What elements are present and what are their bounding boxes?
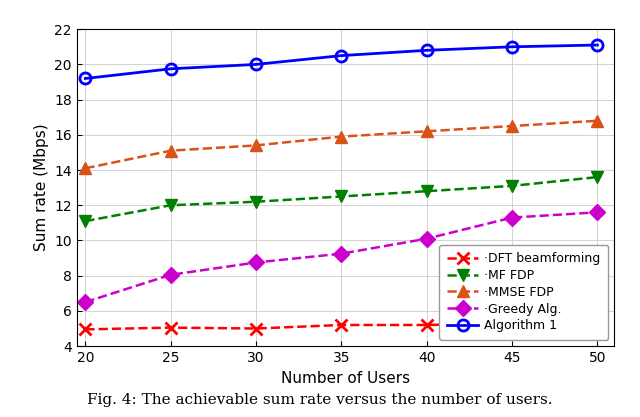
·MF FDP [337, 194, 345, 199]
·MMSE FDP [167, 148, 175, 153]
·MMSE FDP [423, 129, 431, 134]
Algorithm 1 [81, 76, 89, 81]
Algorithm 1 [593, 43, 601, 48]
·Greedy Alg. [508, 215, 516, 220]
Algorithm 1 [167, 66, 175, 71]
·MF FDP [81, 219, 89, 224]
·MF FDP [593, 175, 601, 180]
Legend: ·DFT beamforming, ·MF FDP, ·MMSE FDP, ·Greedy Alg., Algorithm 1: ·DFT beamforming, ·MF FDP, ·MMSE FDP, ·G… [440, 245, 608, 340]
·DFT beamforming [167, 325, 175, 330]
·DFT beamforming [337, 322, 345, 327]
·MF FDP [508, 183, 516, 188]
Line: ·MF FDP: ·MF FDP [79, 171, 604, 227]
·MMSE FDP [337, 134, 345, 139]
Line: Algorithm 1: Algorithm 1 [80, 40, 603, 84]
Algorithm 1 [423, 48, 431, 53]
Algorithm 1 [337, 53, 345, 58]
·MMSE FDP [508, 123, 516, 128]
·MF FDP [252, 199, 260, 204]
X-axis label: Number of Users: Number of Users [281, 371, 410, 386]
·Greedy Alg. [423, 236, 431, 241]
Line: ·Greedy Alg.: ·Greedy Alg. [80, 207, 603, 308]
·DFT beamforming [593, 322, 601, 327]
·Greedy Alg. [81, 299, 89, 304]
·MMSE FDP [81, 166, 89, 171]
Line: ·DFT beamforming: ·DFT beamforming [80, 318, 603, 335]
Y-axis label: Sum rate (Mbps): Sum rate (Mbps) [34, 124, 49, 251]
·Greedy Alg. [593, 210, 601, 215]
·Greedy Alg. [167, 272, 175, 277]
·MMSE FDP [593, 118, 601, 123]
Line: ·MMSE FDP: ·MMSE FDP [79, 115, 604, 175]
·MF FDP [167, 203, 175, 208]
·DFT beamforming [508, 321, 516, 326]
Algorithm 1 [252, 62, 260, 67]
·MMSE FDP [252, 143, 260, 148]
Text: Fig. 4: The achievable sum rate versus the number of users.: Fig. 4: The achievable sum rate versus t… [87, 393, 553, 407]
·Greedy Alg. [337, 251, 345, 256]
·Greedy Alg. [252, 260, 260, 265]
·DFT beamforming [252, 326, 260, 331]
·DFT beamforming [423, 322, 431, 327]
·DFT beamforming [81, 327, 89, 332]
Algorithm 1 [508, 44, 516, 49]
·MF FDP [423, 188, 431, 193]
